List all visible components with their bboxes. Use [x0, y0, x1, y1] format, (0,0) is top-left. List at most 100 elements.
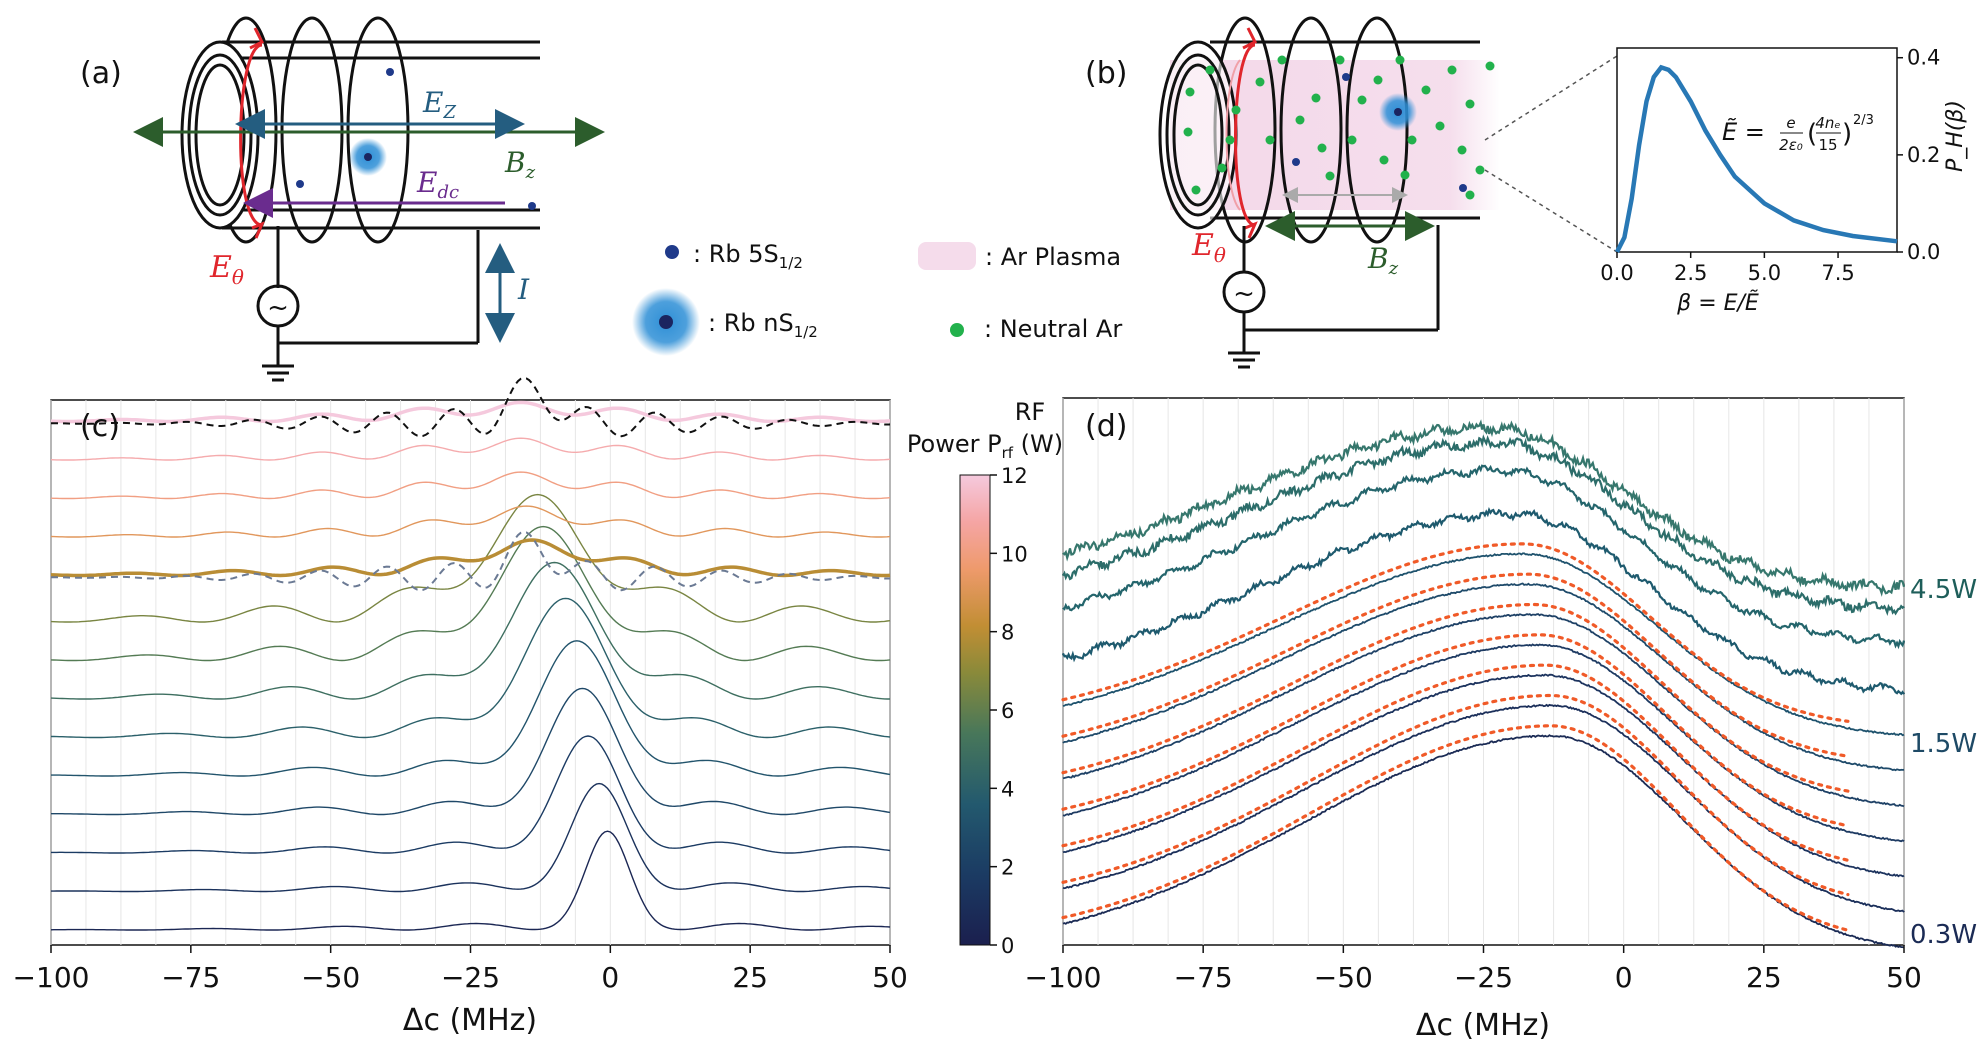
x-tick-label: 0	[1615, 961, 1633, 994]
panel-c-xlabel: Δc (MHz)	[403, 1003, 537, 1038]
neutral-ar-dots	[1183, 55, 1495, 200]
neutral-ar-dot	[1379, 155, 1389, 165]
label-4-5w: 4.5W	[1910, 575, 1977, 605]
svg-text:Power Prf (W): Power Prf (W)	[907, 430, 1063, 462]
neutral-ar-dot	[1335, 55, 1345, 65]
inset-ytick: 0.4	[1907, 46, 1940, 70]
label-1-5w: 1.5W	[1910, 729, 1977, 759]
neutral-ar-dot	[1191, 185, 1201, 195]
panel-c-trace	[51, 597, 891, 739]
inset-plot: 0.0 2.5 5.0 7.5 0.0 0.2 0.4 β = E/Ẽ P_H(β) Ẽ =…	[1600, 46, 1968, 316]
panel-b-diagram: (b) Bz Eθ	[1085, 16, 1618, 369]
inset-xtick: 5.0	[1748, 261, 1781, 285]
panel-c-trace	[50, 830, 891, 931]
neutral-ar-dot	[1421, 85, 1431, 95]
panel-c-plot: −100 −75 −50 −25 0 25 50 (c) Δc (MHz)	[13, 376, 908, 1038]
neutral-ar-dot	[1400, 170, 1410, 180]
panel-a-label: (a)	[80, 56, 122, 91]
x-tick-label: −75	[1174, 961, 1233, 994]
colorbar-tick: 12	[1001, 464, 1028, 488]
svg-text:Eθ: Eθ	[1191, 228, 1226, 267]
neutral-ar-dot	[1357, 95, 1367, 105]
inset-ylabel: P_H(β)	[1943, 100, 1968, 172]
panel-c-trace	[50, 400, 891, 424]
neutral-ar-dot	[1457, 145, 1467, 155]
neutral-ar-dot	[1317, 143, 1327, 153]
panel-d-plot: −100 −75 −50 −25 0 25 50 (d) Δc (MHz) 4.5W 1.5…	[1025, 397, 1977, 1043]
neutral-ar-dot	[1295, 115, 1305, 125]
panel-c-trace	[51, 538, 891, 578]
panel-d-trace	[1062, 643, 1905, 843]
x-tick-label: −50	[301, 961, 360, 994]
panel-d-trace	[1062, 582, 1905, 772]
panel-d-trace	[1062, 613, 1905, 808]
panel-c-trace	[50, 525, 891, 662]
neutral-ar-dot	[1265, 135, 1275, 145]
panel-c-dashed-reference	[51, 530, 890, 592]
panel-d-fit	[1061, 724, 1850, 932]
panel-d-trace	[1062, 552, 1905, 737]
colorbar-tick: 2	[1001, 856, 1014, 880]
panel-d-curves	[1061, 419, 1906, 949]
x-tick-label: −25	[1454, 961, 1513, 994]
svg-text:15: 15	[1818, 136, 1837, 154]
panel-d-trace	[1062, 464, 1906, 650]
neutral-ar-dot	[1373, 75, 1383, 85]
panel-c-dashed-reference	[51, 376, 890, 438]
svg-text:Ẽ =: Ẽ =	[1722, 116, 1765, 146]
neutral-ar-dot	[1231, 105, 1241, 115]
neutral-ar-dot	[1217, 163, 1227, 173]
inset-curve	[1614, 64, 1898, 254]
panel-c-trace	[51, 687, 891, 816]
x-tick-label: −100	[13, 961, 90, 994]
neutral-ar-dot	[1395, 55, 1405, 65]
panel-c-curves	[50, 376, 891, 931]
neutral-ar-dot	[1465, 99, 1475, 109]
colorbar: RF Power Prf (W) 0 2 4 6 8 10 12	[907, 398, 1063, 958]
panel-a-diagram: (a) EZ Bz Edc	[80, 16, 605, 382]
inset-xtick: 0.0	[1600, 261, 1633, 285]
x-tick-label: 25	[732, 961, 768, 994]
neutral-ar-dot	[1465, 190, 1475, 200]
inset-ytick: 0.0	[1907, 240, 1940, 264]
panel-c-trace	[50, 471, 891, 500]
svg-text:e: e	[1786, 114, 1795, 132]
label-0-3w: 0.3W	[1910, 920, 1977, 950]
svg-text:: Rb 5S1/2: : Rb 5S1/2	[693, 240, 803, 272]
x-tick-label: −100	[1025, 961, 1102, 994]
panel-d-fit	[1061, 542, 1850, 723]
colorbar-tick: 6	[1001, 699, 1014, 723]
svg-text:: Rb nS1/2: : Rb nS1/2	[708, 309, 818, 341]
neutral-ar-dot	[1435, 121, 1445, 131]
svg-text:2/3: 2/3	[1853, 113, 1874, 128]
svg-text:: Neutral Ar: : Neutral Ar	[984, 315, 1122, 343]
x-tick-label: −25	[441, 961, 500, 994]
svg-text:Eθ: Eθ	[209, 250, 244, 289]
neutral-ar-dot	[1225, 135, 1235, 145]
svg-text:): )	[1842, 119, 1852, 149]
inset-xtick: 2.5	[1674, 261, 1707, 285]
x-tick-label: 50	[1886, 961, 1922, 994]
neutral-ar-dot	[1407, 135, 1417, 145]
panel-b-label: (b)	[1085, 56, 1127, 91]
legend: : Rb 5S1/2 : Rb nS1/2 : Ar Plasma : Neut…	[632, 240, 1122, 356]
neutral-ar-dot	[1277, 55, 1287, 65]
x-tick-label: 50	[872, 961, 908, 994]
panel-d-trace	[1062, 703, 1905, 913]
svg-text:: Ar Plasma: : Ar Plasma	[985, 243, 1121, 271]
ac-source-symbol: ~	[267, 293, 289, 323]
inset-formula: Ẽ = e 2ε₀ ( 4nₑ 15 ) 2/3	[1722, 113, 1874, 154]
panel-d-xlabel: Δc (MHz)	[1416, 1008, 1550, 1043]
neutral-ar-dot	[1447, 65, 1457, 75]
panel-c-trace	[50, 437, 891, 461]
x-tick-label: −50	[1314, 961, 1373, 994]
inset-xtick: 7.5	[1821, 261, 1854, 285]
panel-d-fit	[1061, 633, 1850, 828]
panel-d-trace	[1062, 434, 1905, 616]
panel-c-label: (c)	[80, 409, 120, 444]
svg-text:~: ~	[1233, 279, 1255, 309]
panel-d-fit	[1061, 572, 1850, 758]
colorbar-tick: 10	[1001, 542, 1028, 566]
colorbar-tick: 4	[1001, 777, 1014, 801]
panel-c-trace	[51, 640, 891, 777]
